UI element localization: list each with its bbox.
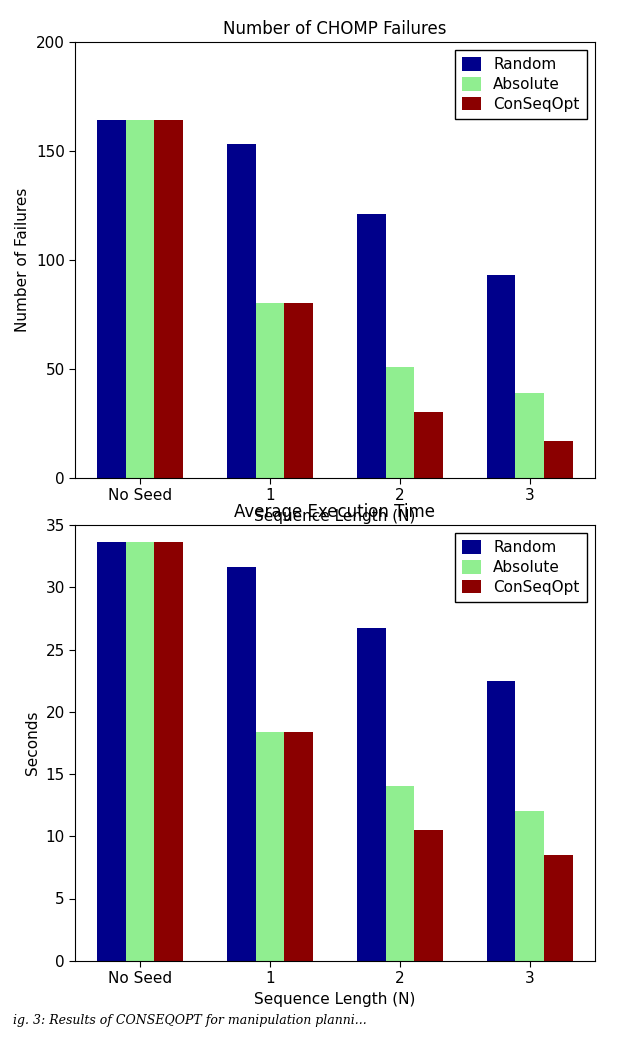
Bar xyxy=(386,786,414,961)
X-axis label: Sequence Length (N): Sequence Length (N) xyxy=(254,508,416,524)
Bar xyxy=(357,628,386,961)
Legend: Random, Absolute, ConSeqOpt: Random, Absolute, ConSeqOpt xyxy=(455,532,587,603)
Bar xyxy=(386,366,414,478)
Y-axis label: Seconds: Seconds xyxy=(25,711,40,775)
Bar xyxy=(155,121,183,478)
Legend: Random, Absolute, ConSeqOpt: Random, Absolute, ConSeqOpt xyxy=(455,49,587,120)
Bar xyxy=(515,393,544,478)
Bar xyxy=(284,303,313,478)
Bar xyxy=(97,121,126,478)
Text: ig. 3: Results of CONSEQOPT for manipulation planni...: ig. 3: Results of CONSEQOPT for manipula… xyxy=(13,1013,366,1027)
Title: Number of CHOMP Failures: Number of CHOMP Failures xyxy=(223,20,447,38)
Bar xyxy=(97,543,126,961)
Bar xyxy=(227,567,255,961)
Bar xyxy=(487,680,515,961)
Bar xyxy=(255,732,284,961)
Bar xyxy=(126,121,155,478)
Bar xyxy=(544,441,573,478)
Bar xyxy=(357,214,386,478)
Bar xyxy=(227,145,255,478)
Bar xyxy=(284,732,313,961)
Title: Average Execution Time: Average Execution Time xyxy=(234,503,436,521)
Bar xyxy=(515,812,544,961)
Y-axis label: Number of Failures: Number of Failures xyxy=(15,188,30,332)
Bar xyxy=(126,543,155,961)
Bar xyxy=(544,855,573,961)
X-axis label: Sequence Length (N): Sequence Length (N) xyxy=(254,991,416,1007)
Bar xyxy=(414,413,443,478)
Bar xyxy=(155,543,183,961)
Bar xyxy=(414,830,443,961)
Bar xyxy=(487,275,515,478)
Bar xyxy=(255,303,284,478)
